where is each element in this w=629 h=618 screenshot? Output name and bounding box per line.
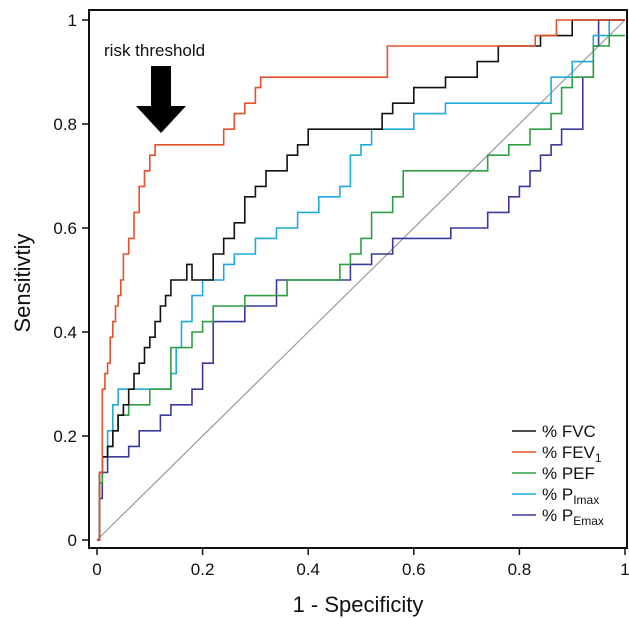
y-tick-label: 0.2 bbox=[53, 427, 77, 446]
y-tick-label: 1 bbox=[68, 11, 77, 30]
y-tick-label: 0.8 bbox=[53, 115, 77, 134]
y-tick-label: 0 bbox=[68, 531, 77, 550]
series-line-0 bbox=[97, 19, 625, 541]
legend-label: % FEV1 bbox=[542, 443, 602, 465]
down-arrow-icon bbox=[136, 66, 186, 133]
x-tick-label: 1 bbox=[620, 560, 629, 579]
reference-diagonal-line bbox=[96, 19, 626, 541]
x-tick-label: 0 bbox=[92, 560, 101, 579]
x-tick-label: 0.6 bbox=[402, 560, 426, 579]
x-tick-label: 0.2 bbox=[191, 560, 215, 579]
legend: % FVC % FEV1% PEF % PImax% PEmax bbox=[512, 422, 604, 528]
y-tick-label: 0.6 bbox=[53, 219, 77, 238]
plot-area bbox=[96, 19, 626, 541]
legend-label: % PImax bbox=[542, 485, 599, 507]
legend-label: % FVC bbox=[542, 422, 596, 441]
series-line-1 bbox=[97, 19, 625, 541]
legend-label: % PEF bbox=[542, 464, 595, 483]
x-tick-label: 0.4 bbox=[296, 560, 320, 579]
legend-label: % PEmax bbox=[542, 506, 604, 528]
risk-threshold-annotation: risk threshold bbox=[104, 41, 205, 133]
series-line-3 bbox=[97, 19, 625, 541]
annotation-text: risk threshold bbox=[104, 41, 205, 60]
y-axis-title: Sensitivtiy bbox=[10, 233, 35, 332]
y-tick-label: 0.4 bbox=[53, 323, 77, 342]
axis-ticks: 0 0.2 0.4 0.6 0.8 1 0 0.2 0.4 0.6 0.8 1 bbox=[53, 11, 629, 579]
x-axis-title: 1 - Specificity bbox=[293, 592, 424, 617]
plot-frame bbox=[88, 9, 628, 549]
x-tick-label: 0.8 bbox=[508, 560, 532, 579]
